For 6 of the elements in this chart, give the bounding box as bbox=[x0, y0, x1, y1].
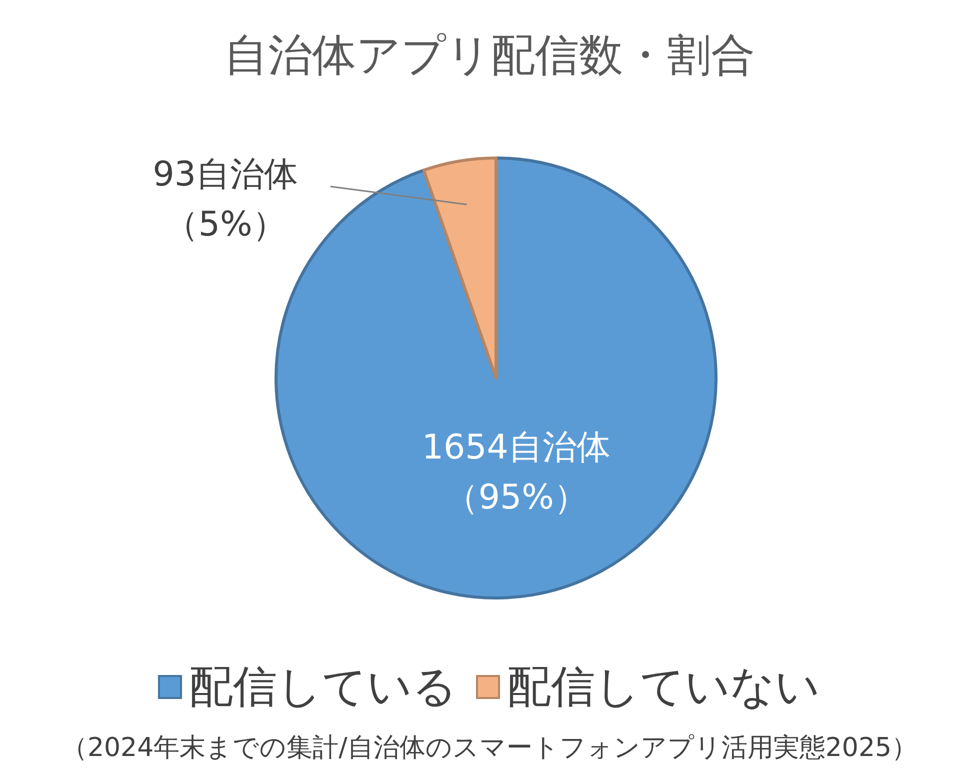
text: （2024年末までの集計/自治体のスマートフォンアプリ活用実態2025） bbox=[61, 733, 918, 763]
legend-label: 配信していない bbox=[507, 662, 820, 712]
data-label: 1654自治体（95%） bbox=[422, 427, 610, 518]
data-label: 93自治体（5%） bbox=[152, 154, 298, 244]
legend-label: 配信している bbox=[189, 662, 457, 712]
chart-title: 自治体アプリ配信数・割合 bbox=[224, 30, 755, 81]
